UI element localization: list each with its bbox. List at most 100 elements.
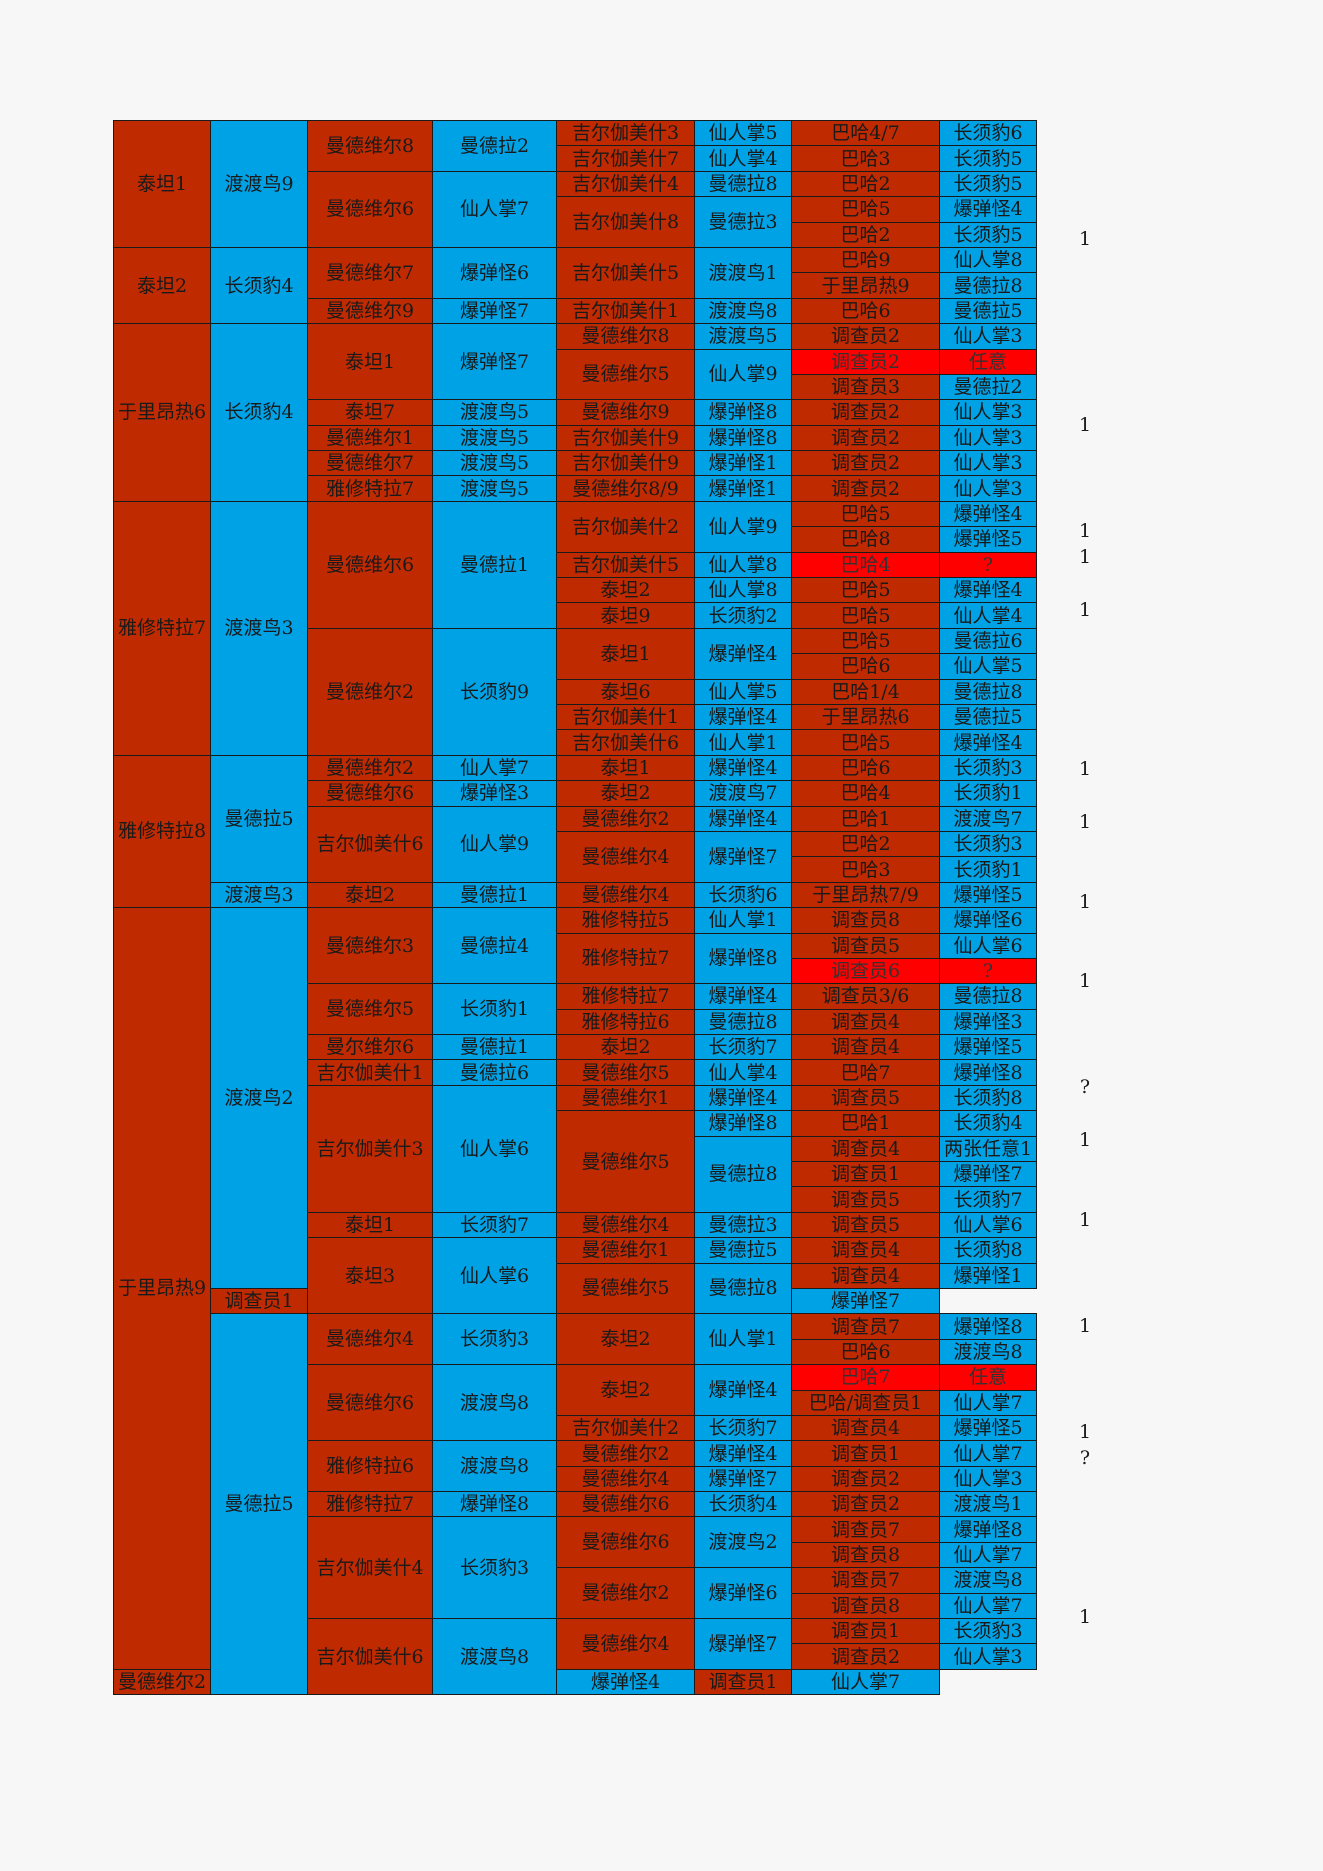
table-row: 吉尔伽美什7 仙人掌4 巴哈3 长须豹5 bbox=[114, 145, 1037, 172]
table-cell: 吉尔伽美什2 bbox=[556, 1414, 695, 1442]
side-note: 1 bbox=[1078, 811, 1092, 833]
table-row: 巴哈2 长须豹5 bbox=[114, 221, 1037, 248]
table-cell: 仙人掌9 bbox=[694, 500, 792, 553]
table-cell: 仙人掌7 bbox=[939, 1389, 1037, 1416]
table-cell: 曼德维尔6 bbox=[307, 500, 433, 629]
table-cell: 曼德维尔4 bbox=[556, 1211, 695, 1239]
table-cell: 泰坦2 bbox=[556, 780, 695, 807]
table-cell: 爆弹怪8 bbox=[432, 1491, 557, 1518]
table-cell: 曼德拉8 bbox=[694, 170, 792, 198]
table-cell: 爆弹怪8 bbox=[694, 399, 792, 426]
table-cell: 巴哈5 bbox=[791, 627, 940, 655]
table-cell: 长须豹7 bbox=[432, 1211, 557, 1239]
highlighted-cell: 任意 bbox=[939, 348, 1037, 375]
table-cell: 仙人掌7 bbox=[939, 1592, 1037, 1620]
table-cell: 调查员4 bbox=[791, 1008, 940, 1036]
table-cell: 仙人掌7 bbox=[432, 170, 557, 248]
table-cell: 仙人掌3 bbox=[939, 424, 1037, 452]
table-row: 吉尔伽美什6 仙人掌1 巴哈5 爆弹怪4 bbox=[114, 729, 1037, 756]
table-body: 泰坦1 渡渡鸟9 曼德维尔8 曼德拉2 吉尔伽美什3 仙人掌5 巴哈4/7 长须豹6 吉尔伽美什… bbox=[113, 119, 1037, 1696]
table-cell: 仙人掌8 bbox=[939, 246, 1037, 274]
table-cell: 长须豹3 bbox=[432, 1516, 557, 1620]
table-row: 调查员1 爆弹怪7 bbox=[114, 1287, 1037, 1315]
table-cell: 吉尔伽美什9 bbox=[556, 424, 695, 452]
table-cell: 仙人掌3 bbox=[939, 450, 1037, 477]
table-cell: 吉尔伽美什8 bbox=[556, 196, 695, 248]
table-cell: 仙人掌5 bbox=[694, 119, 792, 147]
table-cell: 渡渡鸟8 bbox=[432, 1364, 557, 1442]
table-cell: 仙人掌4 bbox=[694, 1059, 792, 1086]
table-cell: 于里昂热6 bbox=[791, 703, 940, 731]
side-note: 1 bbox=[1078, 1606, 1092, 1628]
table-cell: 爆弹怪4 bbox=[694, 703, 792, 731]
table-cell: 仙人掌9 bbox=[432, 805, 557, 883]
table-cell: 渡渡鸟8 bbox=[694, 297, 792, 325]
side-note: 1 bbox=[1078, 970, 1092, 992]
table-cell: 调查员4 bbox=[791, 1262, 940, 1289]
table-cell: 调查员2 bbox=[791, 1643, 940, 1670]
table-cell: 渡渡鸟5 bbox=[432, 475, 557, 502]
table-cell: 长须豹7 bbox=[694, 1034, 792, 1061]
table-cell: 巴哈2 bbox=[791, 221, 940, 248]
table-cell: 曼德维尔5 bbox=[556, 1059, 695, 1086]
table-row: 泰坦9 长须豹2 巴哈5 仙人掌4 bbox=[114, 602, 1037, 629]
table-cell: 爆弹怪4 bbox=[939, 196, 1037, 223]
table-cell: 长须豹3 bbox=[939, 1618, 1037, 1645]
table-cell: 曼德维尔4 bbox=[556, 881, 695, 909]
table-cell: 调查员2 bbox=[791, 450, 940, 477]
table-cell: 巴哈/调查员1 bbox=[791, 1389, 940, 1416]
table-cell: 吉尔伽美什4 bbox=[556, 170, 695, 198]
table-cell: 泰坦2 bbox=[556, 577, 695, 604]
table-cell: 曼德维尔2 bbox=[556, 1567, 695, 1620]
table-row: 调查员3 曼德拉2 bbox=[114, 373, 1037, 401]
table-cell: 调查员7 bbox=[791, 1313, 940, 1340]
table-cell: 调查员4 bbox=[791, 1135, 940, 1163]
table-cell: 爆弹怪7 bbox=[432, 297, 557, 325]
table-cell: 雅修特拉8 bbox=[113, 754, 211, 909]
table-cell: 长须豹1 bbox=[939, 856, 1037, 883]
table-cell: 仙人掌8 bbox=[694, 551, 792, 579]
highlighted-cell: 调查员6 bbox=[791, 957, 940, 985]
table-cell: 曼德拉5 bbox=[210, 1313, 308, 1696]
table-row: 曼德维尔5 爆弹怪8 巴哈1 长须豹4 bbox=[114, 1110, 1037, 1213]
table-cell: 巴哈6 bbox=[791, 653, 940, 680]
table-cell: 爆弹怪7 bbox=[694, 1618, 792, 1670]
table-cell: 长须豹3 bbox=[939, 830, 1037, 858]
table-cell: 巴哈5 bbox=[791, 500, 940, 528]
table-cell: 渡渡鸟3 bbox=[210, 881, 308, 909]
table-cell: 吉尔伽美什6 bbox=[307, 1618, 433, 1696]
table-cell: 长须豹2 bbox=[694, 602, 792, 629]
table-row: 巴哈/调查员1 仙人掌7 bbox=[114, 1389, 1037, 1416]
table-cell: 爆弹怪7 bbox=[939, 1161, 1037, 1188]
table-cell: 调查员2 bbox=[791, 424, 940, 452]
table-cell: 泰坦1 bbox=[307, 1211, 433, 1239]
side-note: 1 bbox=[1078, 413, 1092, 436]
table-cell: 爆弹怪8 bbox=[694, 1110, 792, 1137]
table-cell: 曼德维尔7 bbox=[307, 246, 433, 299]
highlighted-cell: ? bbox=[939, 551, 1037, 579]
table-row: 雅修特拉7 渡渡鸟3 曼德维尔6 曼德拉1 吉尔伽美什2 仙人掌9 巴哈5 爆弹怪4 bbox=[113, 500, 1037, 756]
table-cell: 仙人掌7 bbox=[791, 1668, 940, 1696]
table-cell: 曼德维尔5 bbox=[556, 348, 695, 401]
table-cell: 调查员4 bbox=[791, 1034, 940, 1061]
highlighted-cell: ? bbox=[939, 957, 1037, 985]
table-cell: 长须豹1 bbox=[432, 983, 557, 1036]
table-cell: 吉尔伽美什1 bbox=[556, 297, 695, 325]
table-cell: 曼德维尔5 bbox=[307, 983, 433, 1036]
table-cell: 巴哈6 bbox=[791, 1338, 940, 1366]
table-cell: 爆弹怪6 bbox=[939, 907, 1037, 934]
table-cell: 吉尔伽美什9 bbox=[556, 450, 695, 477]
table-row: 泰坦1 渡渡鸟9 曼德维尔8 曼德拉2 吉尔伽美什3 仙人掌5 巴哈4/7 长须豹6 bbox=[113, 119, 1037, 248]
table-cell: 调查员2 bbox=[791, 1465, 940, 1493]
table-cell: 爆弹怪3 bbox=[939, 1008, 1037, 1036]
side-note: ? bbox=[1079, 1076, 1091, 1098]
table-row: 调查员8 仙人掌7 bbox=[114, 1592, 1037, 1620]
table-cell: 曼德拉2 bbox=[432, 120, 557, 172]
table-cell: 吉尔伽美什5 bbox=[556, 246, 695, 299]
table-row: 于里昂热9 渡渡鸟2 曼德维尔3 曼德拉4 雅修特拉5 仙人掌1 调查员8 爆弹怪6 bbox=[113, 907, 1037, 1670]
table-cell: 曼德维尔1 bbox=[556, 1084, 695, 1112]
table-cell: 曼德维尔6 bbox=[556, 1516, 695, 1569]
table-row: 泰坦7 渡渡鸟5 曼德维尔9 爆弹怪8 调查员2 仙人掌3 bbox=[114, 399, 1037, 426]
table-row: 曼德维尔4 爆弹怪7 巴哈2 长须豹3 bbox=[114, 830, 1037, 883]
table-cell: 仙人掌1 bbox=[694, 1313, 792, 1366]
